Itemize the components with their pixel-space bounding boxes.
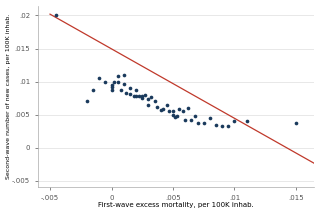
Point xyxy=(127,92,132,95)
Point xyxy=(115,75,120,78)
Point xyxy=(167,109,172,112)
Point xyxy=(131,94,136,98)
Point xyxy=(226,124,231,128)
Point xyxy=(119,89,124,92)
Point xyxy=(140,94,145,98)
Point xyxy=(171,109,176,112)
Point xyxy=(103,80,108,83)
Point xyxy=(133,89,139,92)
Point xyxy=(97,77,102,80)
Point xyxy=(183,118,188,122)
Point xyxy=(193,114,198,118)
Point xyxy=(161,108,166,111)
Point xyxy=(177,107,182,110)
Point xyxy=(158,108,163,112)
Point xyxy=(293,121,299,124)
Point xyxy=(232,120,237,123)
Point xyxy=(155,105,160,108)
Point xyxy=(53,14,59,17)
Point xyxy=(140,97,145,100)
Point xyxy=(207,116,212,120)
Point xyxy=(115,80,120,83)
Point xyxy=(174,114,179,118)
Point xyxy=(91,89,96,92)
Point xyxy=(244,120,249,123)
Point xyxy=(111,80,116,83)
Point xyxy=(148,96,153,99)
Point xyxy=(109,83,114,87)
Point xyxy=(146,98,151,101)
Point xyxy=(109,88,114,91)
Point xyxy=(146,103,151,106)
Point xyxy=(142,93,147,97)
Point xyxy=(152,100,157,103)
Point xyxy=(171,113,176,116)
Point xyxy=(121,73,126,77)
Point xyxy=(195,121,200,124)
Point xyxy=(124,91,129,95)
Point xyxy=(220,124,225,128)
Point xyxy=(185,106,190,110)
Point xyxy=(180,110,185,113)
Point xyxy=(121,82,126,85)
Point xyxy=(127,86,132,90)
Point xyxy=(201,121,206,124)
Y-axis label: Second-wave number of new cases, per 100K inhab.: Second-wave number of new cases, per 100… xyxy=(5,14,11,179)
Point xyxy=(84,100,90,103)
X-axis label: First-wave excess mortality, per 100K inhab.: First-wave excess mortality, per 100K in… xyxy=(98,202,254,208)
Point xyxy=(213,123,219,127)
Point xyxy=(136,94,141,98)
Point xyxy=(133,94,139,98)
Point xyxy=(109,85,114,89)
Point xyxy=(189,118,194,122)
Point xyxy=(173,115,178,118)
Point xyxy=(164,104,169,107)
